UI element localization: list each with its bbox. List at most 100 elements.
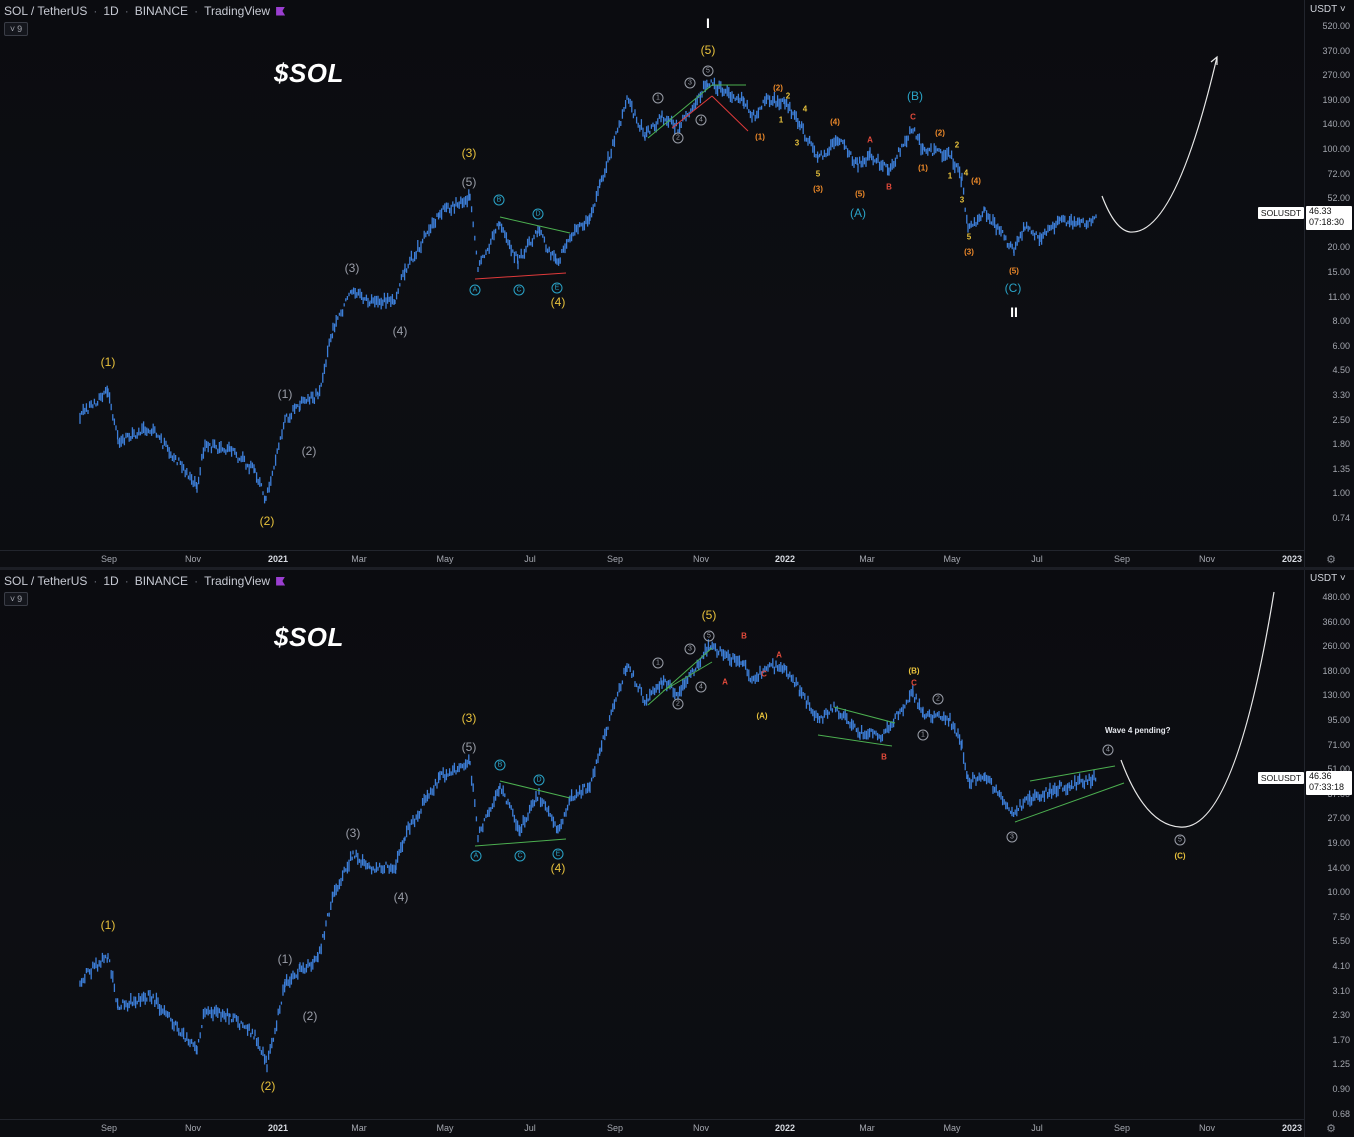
candlestick-series [79,639,1097,1073]
trendline[interactable] [711,95,749,132]
price-tick-label: 3.10 [1332,985,1350,996]
minor-wave-label: 4 [695,678,707,693]
minor-wave-label: 2 [932,690,944,705]
chart-title: $SOL [274,622,344,652]
time-tick-label: 2023 [1281,554,1303,564]
sub-wave-label: 3 [794,138,800,148]
price-chart-bottom[interactable] [0,570,1304,1119]
price-chart-top[interactable] [0,0,1304,550]
indicators-toggle-button[interactable]: ˅ 9 [4,22,28,36]
interval[interactable]: 1D [103,4,119,18]
wave-label: (3) [461,711,477,725]
price-tick-label: 2.30 [1332,1010,1350,1021]
sub-wave-label: 5 [815,169,821,179]
price-tick-label: 4.50 [1332,365,1350,376]
gear-icon[interactable]: ⚙ [1326,554,1336,566]
time-tick-label: Jul [1031,1123,1043,1133]
price-tick-label: 480.00 [1322,592,1350,602]
price-tick-label: 15.00 [1327,267,1350,277]
time-tick-label: Mar [859,554,875,564]
currency-selector[interactable]: USDT ˅ [1310,4,1346,15]
projection-curve[interactable] [1101,56,1218,233]
flag-icon[interactable] [276,576,286,586]
price-tick-label: 52.00 [1327,193,1350,204]
price-tick-label: 14.00 [1327,862,1350,873]
trendline[interactable] [833,706,896,724]
chart-pane-top[interactable]: SOL / TetherUS · 1D · BINANCE · TradingV… [0,0,1354,568]
trendline[interactable] [671,95,713,129]
time-tick-label: May [436,554,454,564]
sub-wave-label: (A) [756,711,768,721]
time-tick-label: 2021 [267,1123,289,1133]
triangle-wave-label: D [533,771,545,786]
minor-wave-label: 4 [695,111,707,126]
minor-wave-label: 1 [652,654,664,669]
flag-icon[interactable] [276,6,286,16]
minor-wave-label: 5 [703,627,715,642]
time-tick-label: 2021 [267,554,289,564]
projection-curve[interactable] [1120,591,1275,828]
wave-label: (2) [301,444,317,458]
price-tick-label: 0.68 [1332,1108,1350,1119]
wave-label: (5) [701,608,717,622]
trendline[interactable] [1029,765,1116,782]
price-tick-label: 51.00 [1327,764,1350,775]
time-tick-label: Sep [100,1123,118,1133]
triangle-wave-label: B [493,191,505,206]
time-tick-label: Mar [351,1123,367,1133]
exchange: BINANCE [134,4,189,18]
minor-wave-label: 5 [1174,831,1186,846]
trendline[interactable] [499,780,571,799]
wave-label: (C) [1004,281,1022,295]
wave-label: (1) [100,918,116,932]
time-tick-label: Sep [1113,1123,1131,1133]
sub-wave-label: (2) [935,128,945,138]
price-axis[interactable]: USDT ˅ 480.00 360.00 260.00 180.00 130.00 95.… [1304,570,1354,1137]
wave-label: (3) [344,261,360,275]
trendline[interactable] [817,734,893,747]
time-tick-label: May [943,1123,961,1133]
time-axis[interactable]: Sep Nov 2021 Mar May Jul Sep Nov 2022 Mar May Jul Se… [0,1119,1304,1137]
price-tick-label: 95.00 [1327,715,1350,725]
price-tick-label: 360.00 [1322,616,1350,627]
symbol-name[interactable]: SOL / TetherUS [4,574,88,588]
currency-selector[interactable]: USDT ˅ [1310,573,1346,584]
symbol-header[interactable]: SOL / TetherUS · 1D · BINANCE · TradingV… [4,574,286,588]
wave-label: (A) [850,206,866,220]
trendline[interactable] [499,216,571,234]
price-tick-label: 6.00 [1332,340,1350,351]
wave-label: (5) [700,43,716,57]
price-axis[interactable]: USDT ˅ 520.00 370.00 270.00 190.00 140.00 100… [1304,0,1354,568]
time-tick-label: Nov [692,554,710,564]
wave-label: II [1010,304,1018,320]
price-tick-label: 100.00 [1322,144,1350,154]
price-tick-label: 10.00 [1327,887,1350,898]
sub-wave-label: (2) [773,83,783,93]
trendline[interactable] [1014,782,1125,823]
trendline[interactable] [474,838,567,847]
time-tick-label: May [436,1123,454,1133]
annotation-text[interactable]: Wave 4 pending? [1105,726,1171,735]
sub-wave-label: C [910,112,916,122]
trendline[interactable] [474,272,567,280]
trendline[interactable] [647,647,713,706]
wave-label: (2) [259,514,275,528]
indicators-toggle-button[interactable]: ˅ 9 [4,592,28,606]
symbol-header[interactable]: SOL / TetherUS · 1D · BINANCE · TradingV… [4,4,286,18]
interval[interactable]: 1D [103,574,119,588]
price-tick-label: 27.00 [1327,813,1350,824]
minor-wave-label: 2 [672,129,684,144]
pane-divider[interactable] [0,567,1354,570]
trendline[interactable] [647,84,713,139]
chart-pane-bottom[interactable]: SOL / TetherUS · 1D · BINANCE · TradingV… [0,570,1354,1137]
time-axis[interactable]: Sep Nov 2021 Mar May Jul Sep Nov 2022 Mar May Jul Se… [0,550,1304,568]
sub-wave-label: 4 [802,104,808,114]
time-tick-label: Nov [184,554,202,564]
symbol-name[interactable]: SOL / TetherUS [4,4,88,18]
price-tick-label: 0.74 [1332,513,1350,523]
wave-label: (3) [461,146,477,160]
price-tick-label: 4.10 [1332,961,1350,971]
trendline[interactable] [662,661,713,692]
gear-icon[interactable]: ⚙ [1326,1123,1336,1135]
time-tick-label: Jul [1031,554,1043,564]
